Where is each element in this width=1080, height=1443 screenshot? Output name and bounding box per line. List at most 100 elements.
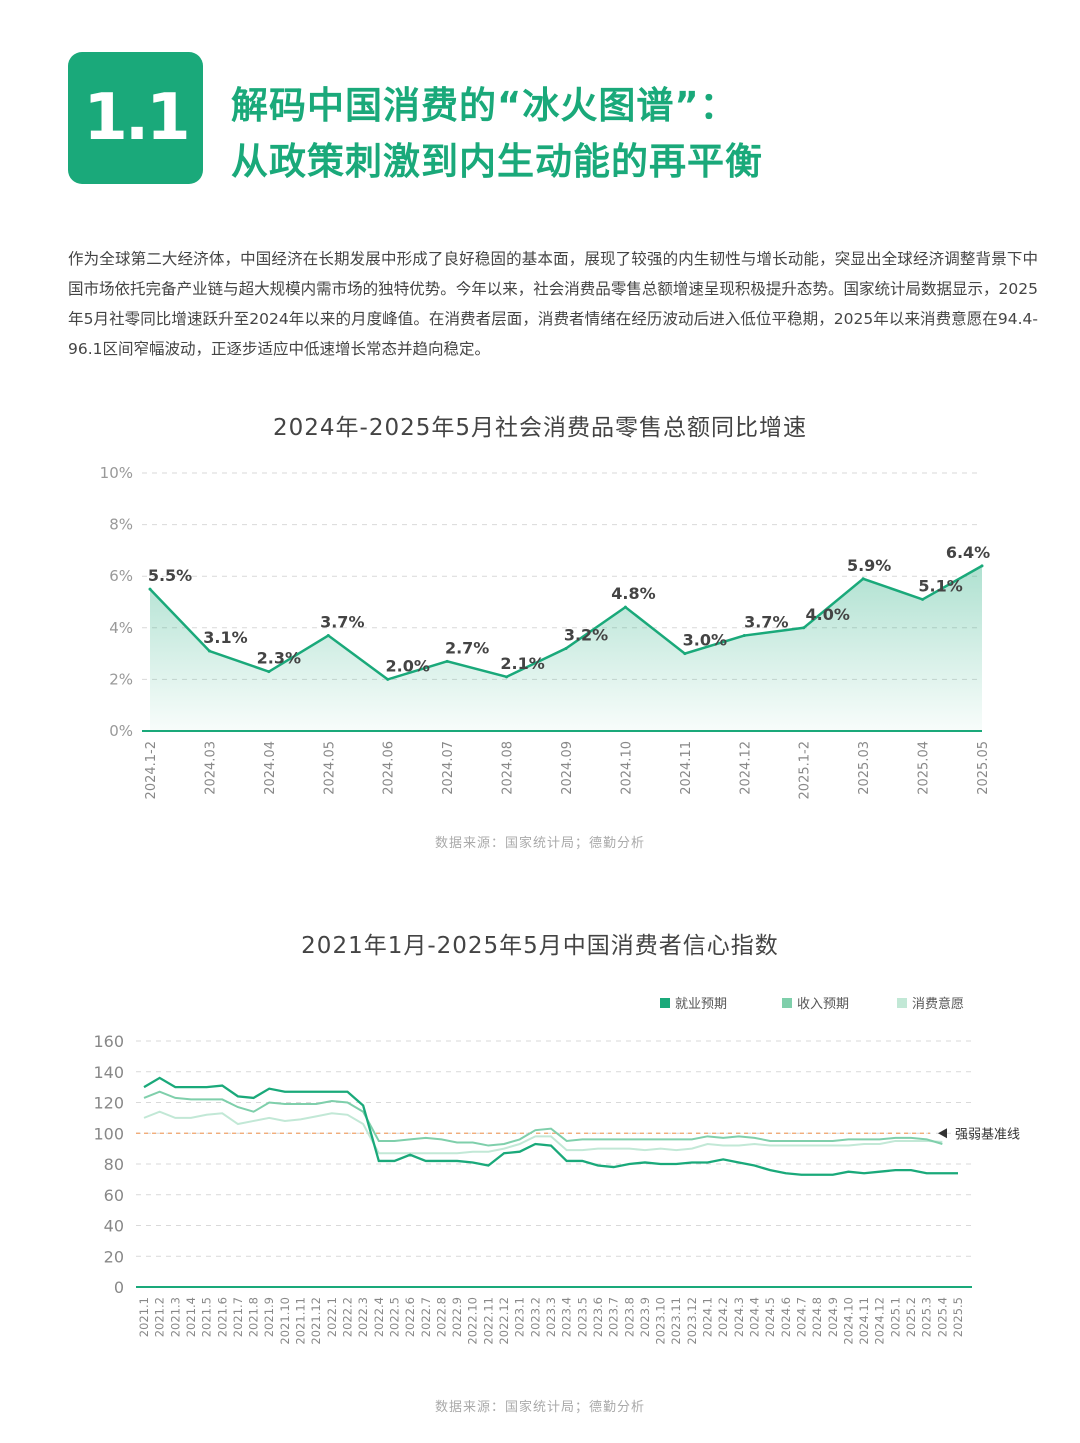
- x-tick-label: 2021.8: [247, 1297, 261, 1337]
- x-tick-label: 2023.1: [513, 1297, 527, 1337]
- consumer-confidence-chart: 0 20 40 60 80 100 120 140 160 强弱基准线 就业预期 收入预期 消费意愿 20…: [93, 996, 1020, 1345]
- y-tick-label: 6%: [109, 567, 133, 585]
- data-point: [861, 577, 865, 581]
- y-tick-label: 100: [93, 1124, 124, 1143]
- legend-label: 就业预期: [675, 997, 727, 1012]
- x-tick-label: 2023.6: [591, 1297, 605, 1337]
- x-tick-label: 2025.5: [951, 1297, 965, 1337]
- data-point: [564, 646, 568, 650]
- data-label: 2.7%: [445, 638, 489, 657]
- data-label: 4.0%: [806, 605, 850, 624]
- chart2-source: 数据来源：国家统计局；德勤分析: [434, 1400, 645, 1415]
- x-tick-label: 2024.3: [732, 1297, 746, 1337]
- y-tick-label: 4%: [109, 619, 133, 637]
- y-tick-label: 80: [104, 1155, 124, 1174]
- x-tick-label: 2021.2: [153, 1297, 167, 1337]
- y-tick-label: 2%: [109, 670, 133, 688]
- y-tick-label: 0%: [109, 722, 133, 740]
- x-tick-label: 2022.4: [372, 1297, 386, 1337]
- x-tick-label: 2021.10: [278, 1297, 292, 1345]
- x-tick-label: 2021.6: [215, 1297, 229, 1337]
- data-point: [921, 597, 925, 601]
- data-point: [267, 670, 271, 674]
- x-tick-label: 2024.05: [322, 741, 337, 795]
- x-tick-label: 2024.1: [701, 1297, 715, 1337]
- y-tick-label: 8%: [109, 516, 133, 534]
- x-tick-label: 2023.7: [607, 1297, 621, 1337]
- x-tick-label: 2023.3: [544, 1297, 558, 1337]
- data-point: [742, 634, 746, 638]
- data-label: 5.5%: [148, 566, 192, 585]
- x-tick-label: 2021.7: [231, 1297, 245, 1337]
- data-label: 5.9%: [847, 556, 891, 575]
- y-tick-label: 40: [104, 1217, 124, 1236]
- data-label: 4.8%: [611, 584, 655, 603]
- x-tick-label: 2025.4: [935, 1297, 949, 1337]
- x-tick-label: 2022.10: [466, 1297, 480, 1345]
- legend-label: 收入预期: [797, 997, 849, 1012]
- chart2-title: 2021年1月-2025年5月中国消费者信心指数: [301, 933, 779, 959]
- x-tick-label: 2025.2: [904, 1297, 918, 1337]
- x-tick-label: 2024.9: [826, 1297, 840, 1337]
- x-tick-label: 2024.09: [560, 741, 575, 795]
- y-tick-label: 140: [93, 1063, 124, 1082]
- section-badge: 1.1: [68, 52, 203, 184]
- legend-swatch: [782, 998, 792, 1008]
- legend-swatch: [897, 998, 907, 1008]
- data-label: 3.7%: [744, 613, 788, 632]
- y-tick-label: 120: [93, 1094, 124, 1113]
- series-line: [143, 1110, 943, 1155]
- baseline-arrow-icon: [938, 1128, 947, 1139]
- x-tick-label: 2024.03: [203, 741, 218, 795]
- x-tick-label: 2021.1: [137, 1297, 151, 1337]
- x-tick-label: 2024.4: [748, 1297, 762, 1337]
- page-title: 解码中国消费的“冰火图谱”： 从政策刺激到内生动能的再平衡: [231, 78, 763, 190]
- chart1-title: 2024年-2025年5月社会消费品零售总额同比增速: [273, 415, 807, 441]
- page-header: 1.1 解码中国消费的“冰火图谱”： 从政策刺激到内生动能的再平衡: [68, 52, 1028, 184]
- data-point: [980, 564, 984, 568]
- x-tick-label: 2022.9: [450, 1297, 464, 1337]
- x-tick-label: 2024.1-2: [144, 741, 159, 799]
- data-label: 3.2%: [564, 625, 608, 644]
- x-tick-label: 2025.05: [976, 741, 991, 795]
- x-tick-label: 2024.11: [679, 741, 694, 795]
- x-tick-label: 2023.4: [560, 1297, 574, 1337]
- y-tick-label: 160: [93, 1032, 124, 1051]
- data-point: [802, 626, 806, 630]
- x-tick-label: 2021.11: [294, 1297, 308, 1345]
- data-label: 3.1%: [203, 628, 247, 647]
- x-tick-label: 2024.04: [263, 741, 278, 795]
- data-point: [505, 675, 509, 679]
- x-tick-label: 2025.03: [857, 741, 872, 795]
- series-line: [143, 1090, 943, 1147]
- data-label: 5.1%: [918, 576, 962, 595]
- x-tick-label: 2022.3: [356, 1297, 370, 1337]
- x-tick-label: 2024.2: [716, 1297, 730, 1337]
- data-label: 2.1%: [500, 654, 544, 673]
- x-tick-label: 2024.07: [441, 741, 456, 795]
- x-tick-label: 2024.12: [873, 1297, 887, 1345]
- x-tick-label: 2024.10: [841, 1297, 855, 1345]
- x-tick-label: 2024.11: [857, 1297, 871, 1345]
- x-tick-label: 2021.5: [200, 1297, 214, 1337]
- x-tick-label: 2023.11: [669, 1297, 683, 1345]
- chart1-source: 数据来源：国家统计局；德勤分析: [434, 836, 645, 851]
- data-label: 2.3%: [257, 649, 301, 668]
- data-label: 3.7%: [320, 613, 364, 632]
- x-tick-label: 2022.8: [434, 1297, 448, 1337]
- x-tick-label: 2024.8: [810, 1297, 824, 1337]
- x-tick-label: 2022.7: [419, 1297, 433, 1337]
- x-tick-label: 2023.9: [638, 1297, 652, 1337]
- x-tick-label: 2024.6: [779, 1297, 793, 1337]
- y-tick-label: 10%: [100, 464, 133, 482]
- baseline-label: 强弱基准线: [955, 1127, 1020, 1142]
- data-point: [386, 677, 390, 681]
- x-tick-label: 2021.4: [184, 1297, 198, 1337]
- y-tick-label: 0: [114, 1278, 124, 1297]
- x-tick-label: 2024.06: [382, 741, 397, 795]
- x-tick-label: 2021.3: [168, 1297, 182, 1337]
- y-tick-label: 60: [104, 1186, 124, 1205]
- data-point: [148, 587, 152, 591]
- x-tick-label: 2025.3: [920, 1297, 934, 1337]
- x-tick-label: 2024.5: [763, 1297, 777, 1337]
